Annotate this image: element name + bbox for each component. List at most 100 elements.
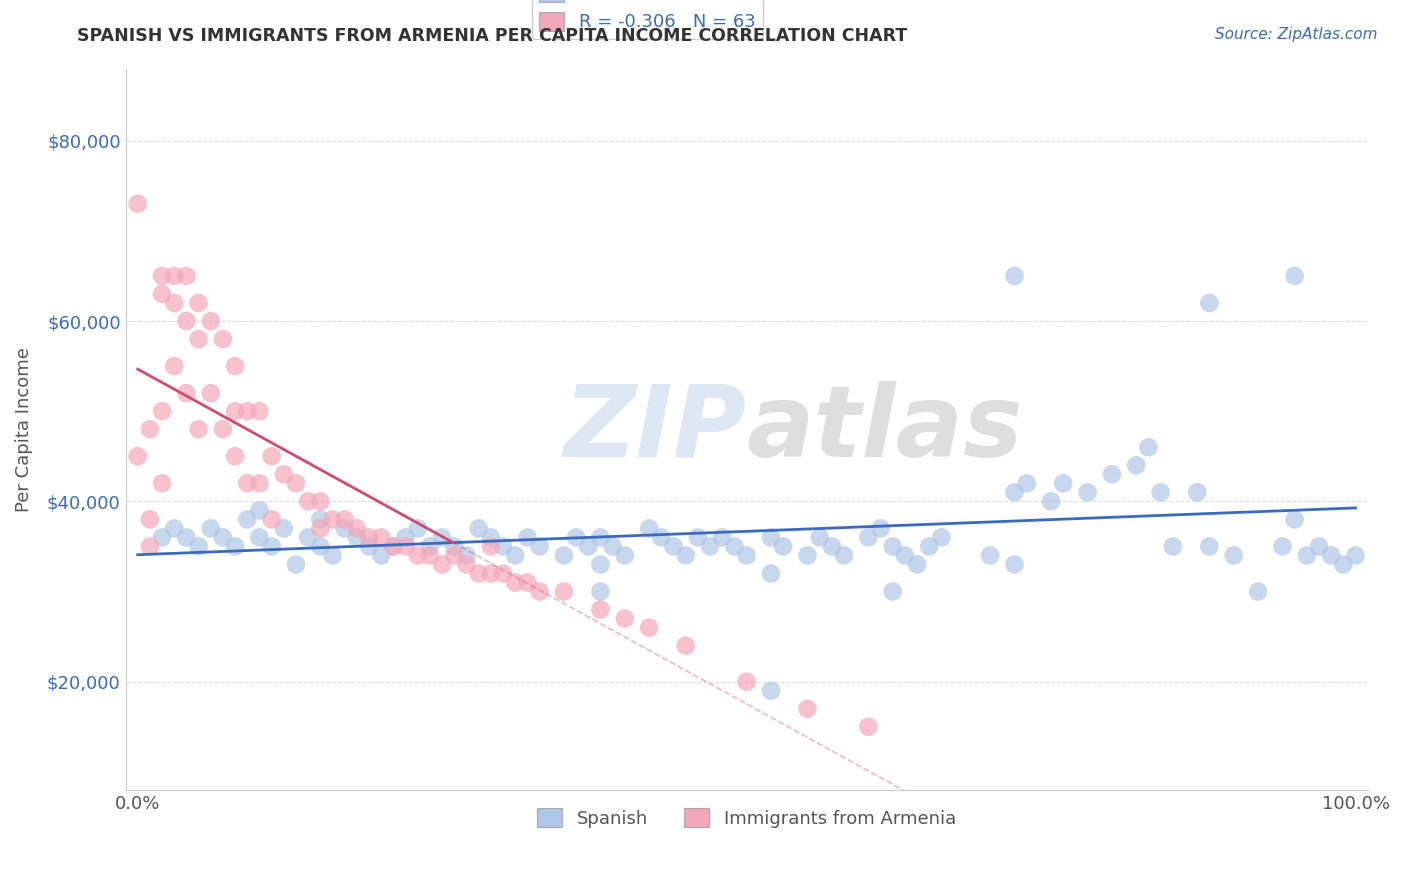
Point (1308, 540, 1330, 554)
Point (723, 540, 745, 554)
Point (869, 521, 891, 535)
Point (1004, 485, 1026, 500)
Point (333, 521, 356, 535)
Point (322, 549, 344, 563)
Point (1137, 440, 1160, 454)
Point (613, 611, 636, 625)
Point (346, 530, 368, 544)
Point (309, 521, 332, 535)
Point (150, 287, 173, 301)
Point (443, 549, 465, 563)
Point (1247, 584, 1270, 599)
Point (370, 530, 392, 544)
Point (589, 530, 612, 544)
Point (224, 404, 246, 418)
Point (163, 268, 186, 283)
Point (176, 386, 198, 401)
Text: SPANISH VS IMMIGRANTS FROM ARMENIA PER CAPITA INCOME CORRELATION CHART: SPANISH VS IMMIGRANTS FROM ARMENIA PER C… (77, 27, 908, 45)
Point (553, 584, 575, 599)
Point (212, 332, 235, 346)
Point (1271, 540, 1294, 554)
Point (187, 540, 209, 554)
Point (1295, 549, 1317, 563)
Point (163, 521, 186, 535)
Point (613, 549, 636, 563)
Point (1015, 476, 1038, 491)
Point (979, 549, 1001, 563)
Point (675, 639, 697, 653)
Point (553, 549, 575, 563)
Point (796, 549, 818, 563)
Point (297, 494, 319, 508)
Point (309, 512, 332, 526)
Point (346, 521, 368, 535)
Point (187, 332, 209, 346)
Point (285, 476, 308, 491)
Point (918, 540, 941, 554)
Point (772, 540, 794, 554)
Point (1222, 549, 1244, 563)
Point (333, 512, 356, 526)
Point (224, 359, 246, 373)
Point (187, 296, 209, 310)
Point (1284, 512, 1306, 526)
Point (796, 702, 818, 716)
Point (260, 540, 283, 554)
Point (711, 530, 734, 544)
Point (589, 602, 612, 616)
Point (576, 540, 599, 554)
Point (821, 540, 844, 554)
Point (492, 540, 515, 554)
Point (273, 521, 295, 535)
Point (650, 530, 672, 544)
Point (163, 296, 186, 310)
Point (406, 521, 429, 535)
Point (735, 549, 758, 563)
Point (236, 404, 259, 418)
Point (479, 540, 502, 554)
Point (662, 540, 685, 554)
Point (1284, 268, 1306, 283)
Point (1004, 558, 1026, 572)
Point (382, 540, 405, 554)
Point (260, 512, 283, 526)
Point (127, 196, 149, 211)
Point (309, 494, 332, 508)
Text: ZIP: ZIP (564, 381, 747, 478)
Point (187, 422, 209, 436)
Point (492, 566, 515, 581)
Point (139, 512, 162, 526)
Point (1101, 467, 1123, 482)
Text: Source: ZipAtlas.com: Source: ZipAtlas.com (1215, 27, 1378, 42)
Point (127, 450, 149, 464)
Point (176, 530, 198, 544)
Point (394, 530, 416, 544)
Point (894, 549, 917, 563)
Point (1185, 485, 1208, 500)
Point (249, 404, 271, 418)
Point (1198, 540, 1220, 554)
Point (322, 512, 344, 526)
Point (931, 530, 953, 544)
Point (479, 566, 502, 581)
Point (150, 404, 173, 418)
Point (139, 422, 162, 436)
Point (1331, 558, 1354, 572)
Point (467, 566, 489, 581)
Point (150, 476, 173, 491)
Point (602, 540, 624, 554)
Point (516, 530, 538, 544)
Point (406, 549, 429, 563)
Point (236, 512, 259, 526)
Point (309, 540, 332, 554)
Legend: Spanish, Immigrants from Armenia: Spanish, Immigrants from Armenia (530, 801, 963, 835)
Point (297, 530, 319, 544)
Point (176, 268, 198, 283)
Point (430, 558, 453, 572)
Point (858, 530, 880, 544)
Point (176, 314, 198, 328)
Point (686, 530, 709, 544)
Point (249, 503, 271, 517)
Point (150, 530, 173, 544)
Point (905, 558, 928, 572)
